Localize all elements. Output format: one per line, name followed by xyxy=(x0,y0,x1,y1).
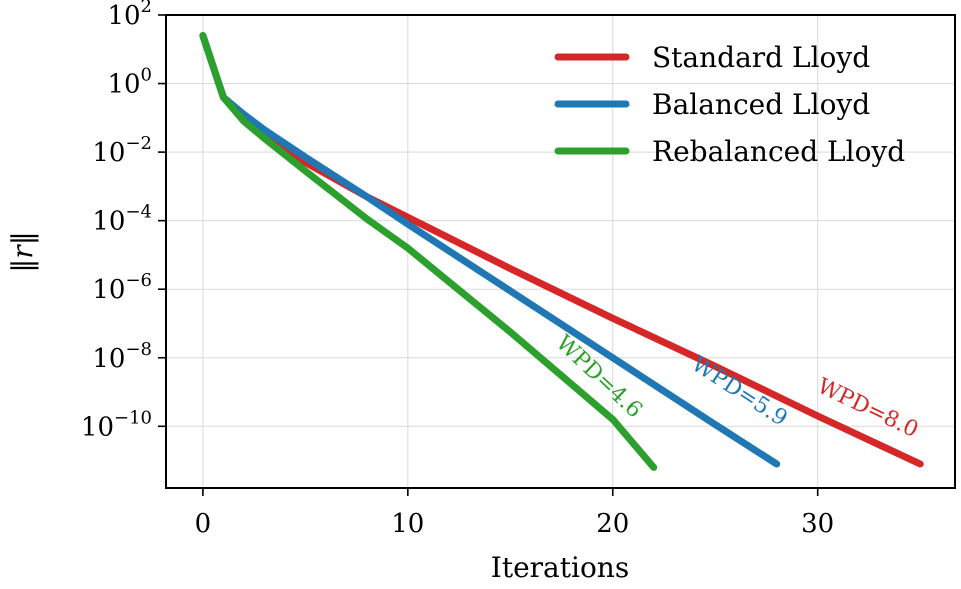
legend-label: Balanced Lloyd xyxy=(652,88,870,121)
y-tick-label: 10−4 xyxy=(92,202,152,237)
x-tick-label: 20 xyxy=(596,509,629,539)
y-tick-label: 10−8 xyxy=(92,339,152,374)
y-tick-base: 10 xyxy=(107,70,140,100)
y-tick-exponent: −10 xyxy=(114,407,152,428)
y-tick-base: 10 xyxy=(92,138,125,168)
x-axis-label: Iterations xyxy=(491,551,629,584)
legend-label: Standard Lloyd xyxy=(652,41,870,74)
legend-label: Rebalanced Lloyd xyxy=(652,135,905,168)
y-tick-label: 10−10 xyxy=(81,407,152,442)
x-tick-label: 30 xyxy=(801,509,834,539)
y-tick-exponent: 0 xyxy=(141,65,152,86)
y-tick-base: 10 xyxy=(107,1,140,31)
y-tick-exponent: 2 xyxy=(141,0,152,17)
y-tick-exponent: −4 xyxy=(125,202,152,223)
y-tick-exponent: −8 xyxy=(125,339,152,360)
series-layer xyxy=(199,32,924,471)
y-tick-base: 10 xyxy=(92,207,125,237)
y-tick-base: 10 xyxy=(81,412,114,442)
y-tick-base: 10 xyxy=(92,275,125,305)
grid xyxy=(166,14,955,488)
x-tick-label: 10 xyxy=(391,509,424,539)
y-axis-label: ‖r‖ xyxy=(6,231,39,272)
y-tick-exponent: −2 xyxy=(125,133,152,154)
x-tick-label: 0 xyxy=(195,509,212,539)
legend: Standard Lloyd Balanced Lloyd Rebalanced L… xyxy=(554,41,905,168)
y-tick-label: 10−2 xyxy=(92,133,152,168)
y-tick-label: 10−6 xyxy=(92,270,152,305)
y-tick-label: 102 xyxy=(107,0,152,31)
y-tick-base: 10 xyxy=(92,344,125,374)
y-tick-label: 100 xyxy=(107,65,152,100)
series-line-rebalanced-lloyd xyxy=(199,32,658,471)
y-tick-exponent: −6 xyxy=(125,270,152,291)
plot-frame xyxy=(165,14,956,489)
